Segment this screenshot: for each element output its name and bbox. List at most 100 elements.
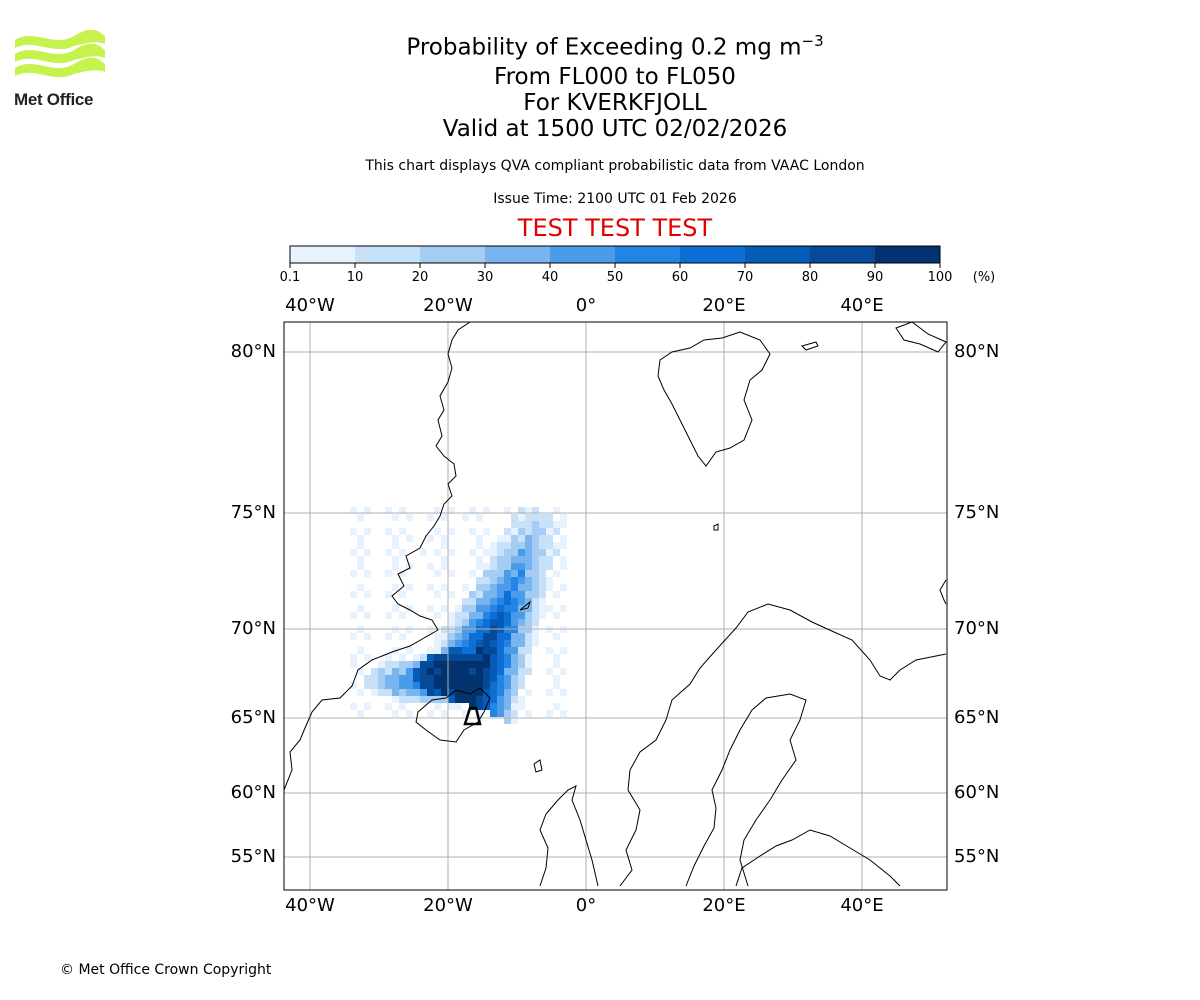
plume-cell (483, 689, 490, 696)
plume-cell (385, 661, 392, 668)
plume-cell (504, 535, 511, 542)
plume-cell (434, 696, 441, 703)
plume-cell (455, 654, 462, 661)
met-office-waves-icon (15, 29, 105, 78)
plume-cell (497, 535, 504, 542)
title-valid-time: Valid at 1500 UTC 02/02/2026 (442, 116, 788, 142)
plume-cell (455, 647, 462, 654)
plume-cell (511, 605, 518, 612)
plume-cell (469, 626, 476, 633)
plume-cell (406, 668, 413, 675)
plume-cell (476, 640, 483, 647)
plume-cell (511, 528, 518, 535)
plume-cell (497, 696, 504, 703)
plume-cell (518, 521, 525, 528)
plume-cell (553, 542, 560, 549)
plume-cell (483, 605, 490, 612)
plume-cell (490, 612, 497, 619)
plume-cell (490, 710, 497, 717)
plume-cell (392, 514, 399, 521)
lat-label-right: 75°N (954, 502, 1000, 523)
plume-cell (560, 521, 567, 528)
plume-cell (476, 577, 483, 584)
plume-cell (504, 661, 511, 668)
plume-cell (378, 675, 385, 682)
chart-title: Probability of Exceeding 0.2 mg m−3 (0, 28, 1200, 61)
plume-cell (448, 654, 455, 661)
plume-cell (462, 605, 469, 612)
plume-cell (560, 626, 567, 633)
plume-cell (427, 626, 434, 633)
plume-cell (532, 605, 539, 612)
plume-cell (462, 675, 469, 682)
plume-cell (455, 661, 462, 668)
plume-cell (497, 563, 504, 570)
plume-cell (483, 626, 490, 633)
plume-cell (511, 668, 518, 675)
plume-cell (476, 591, 483, 598)
plume-cell (350, 703, 357, 710)
plume-cell (448, 640, 455, 647)
plume-cell (490, 584, 497, 591)
plume-cell (469, 633, 476, 640)
plume-cell (511, 626, 518, 633)
coastlines (284, 322, 947, 887)
plume-cell (518, 675, 525, 682)
lat-label-left: 75°N (230, 502, 276, 523)
plume-cell (483, 591, 490, 598)
plume-cell (448, 528, 455, 535)
plume-cell (525, 619, 532, 626)
plume-cell (532, 507, 539, 514)
plume-cell (406, 535, 413, 542)
plume-cell (483, 654, 490, 661)
plume-cell (525, 563, 532, 570)
plume-cell (490, 563, 497, 570)
plume-cell (476, 689, 483, 696)
coastline-greenland (284, 322, 471, 791)
plume-cell (525, 668, 532, 675)
plume-cell (406, 605, 413, 612)
plume-cell (462, 633, 469, 640)
colorbar-swatch (745, 246, 811, 263)
plume-cell (378, 668, 385, 675)
plume-cell (476, 563, 483, 570)
plume-cell (448, 633, 455, 640)
plume-cell (504, 710, 511, 717)
plume-cell (462, 710, 469, 717)
plume-cell (455, 640, 462, 647)
plume-cell (441, 584, 448, 591)
plume-cell (518, 619, 525, 626)
plume-cell (504, 696, 511, 703)
lat-label-right: 55°N (954, 846, 1000, 867)
plume-cell (441, 654, 448, 661)
plume-cell (483, 528, 490, 535)
plume-cell (476, 696, 483, 703)
plume-cell (546, 710, 553, 717)
plume-cell (525, 535, 532, 542)
lon-label-bottom: 40°E (840, 895, 884, 916)
plume-cell (392, 556, 399, 563)
plume-cell (532, 640, 539, 647)
colorbar-tick-label: 30 (476, 270, 494, 285)
plume-cell (455, 626, 462, 633)
plume-cell (539, 514, 546, 521)
plume-cell (497, 584, 504, 591)
plume-cell (420, 689, 427, 696)
plume-cell (504, 619, 511, 626)
plume-cell (434, 549, 441, 556)
plume-cell (511, 661, 518, 668)
plume-cell (441, 640, 448, 647)
plume-cell (490, 654, 497, 661)
plume-cell (504, 675, 511, 682)
plume-cell (441, 626, 448, 633)
plume-cell (525, 570, 532, 577)
plume-cell (511, 654, 518, 661)
plume-cell (392, 535, 399, 542)
plume-cell (539, 598, 546, 605)
plume-cell (448, 612, 455, 619)
plume-cell (539, 549, 546, 556)
plume-cell (490, 619, 497, 626)
plume-cell (560, 584, 567, 591)
plume-cell (511, 703, 518, 710)
